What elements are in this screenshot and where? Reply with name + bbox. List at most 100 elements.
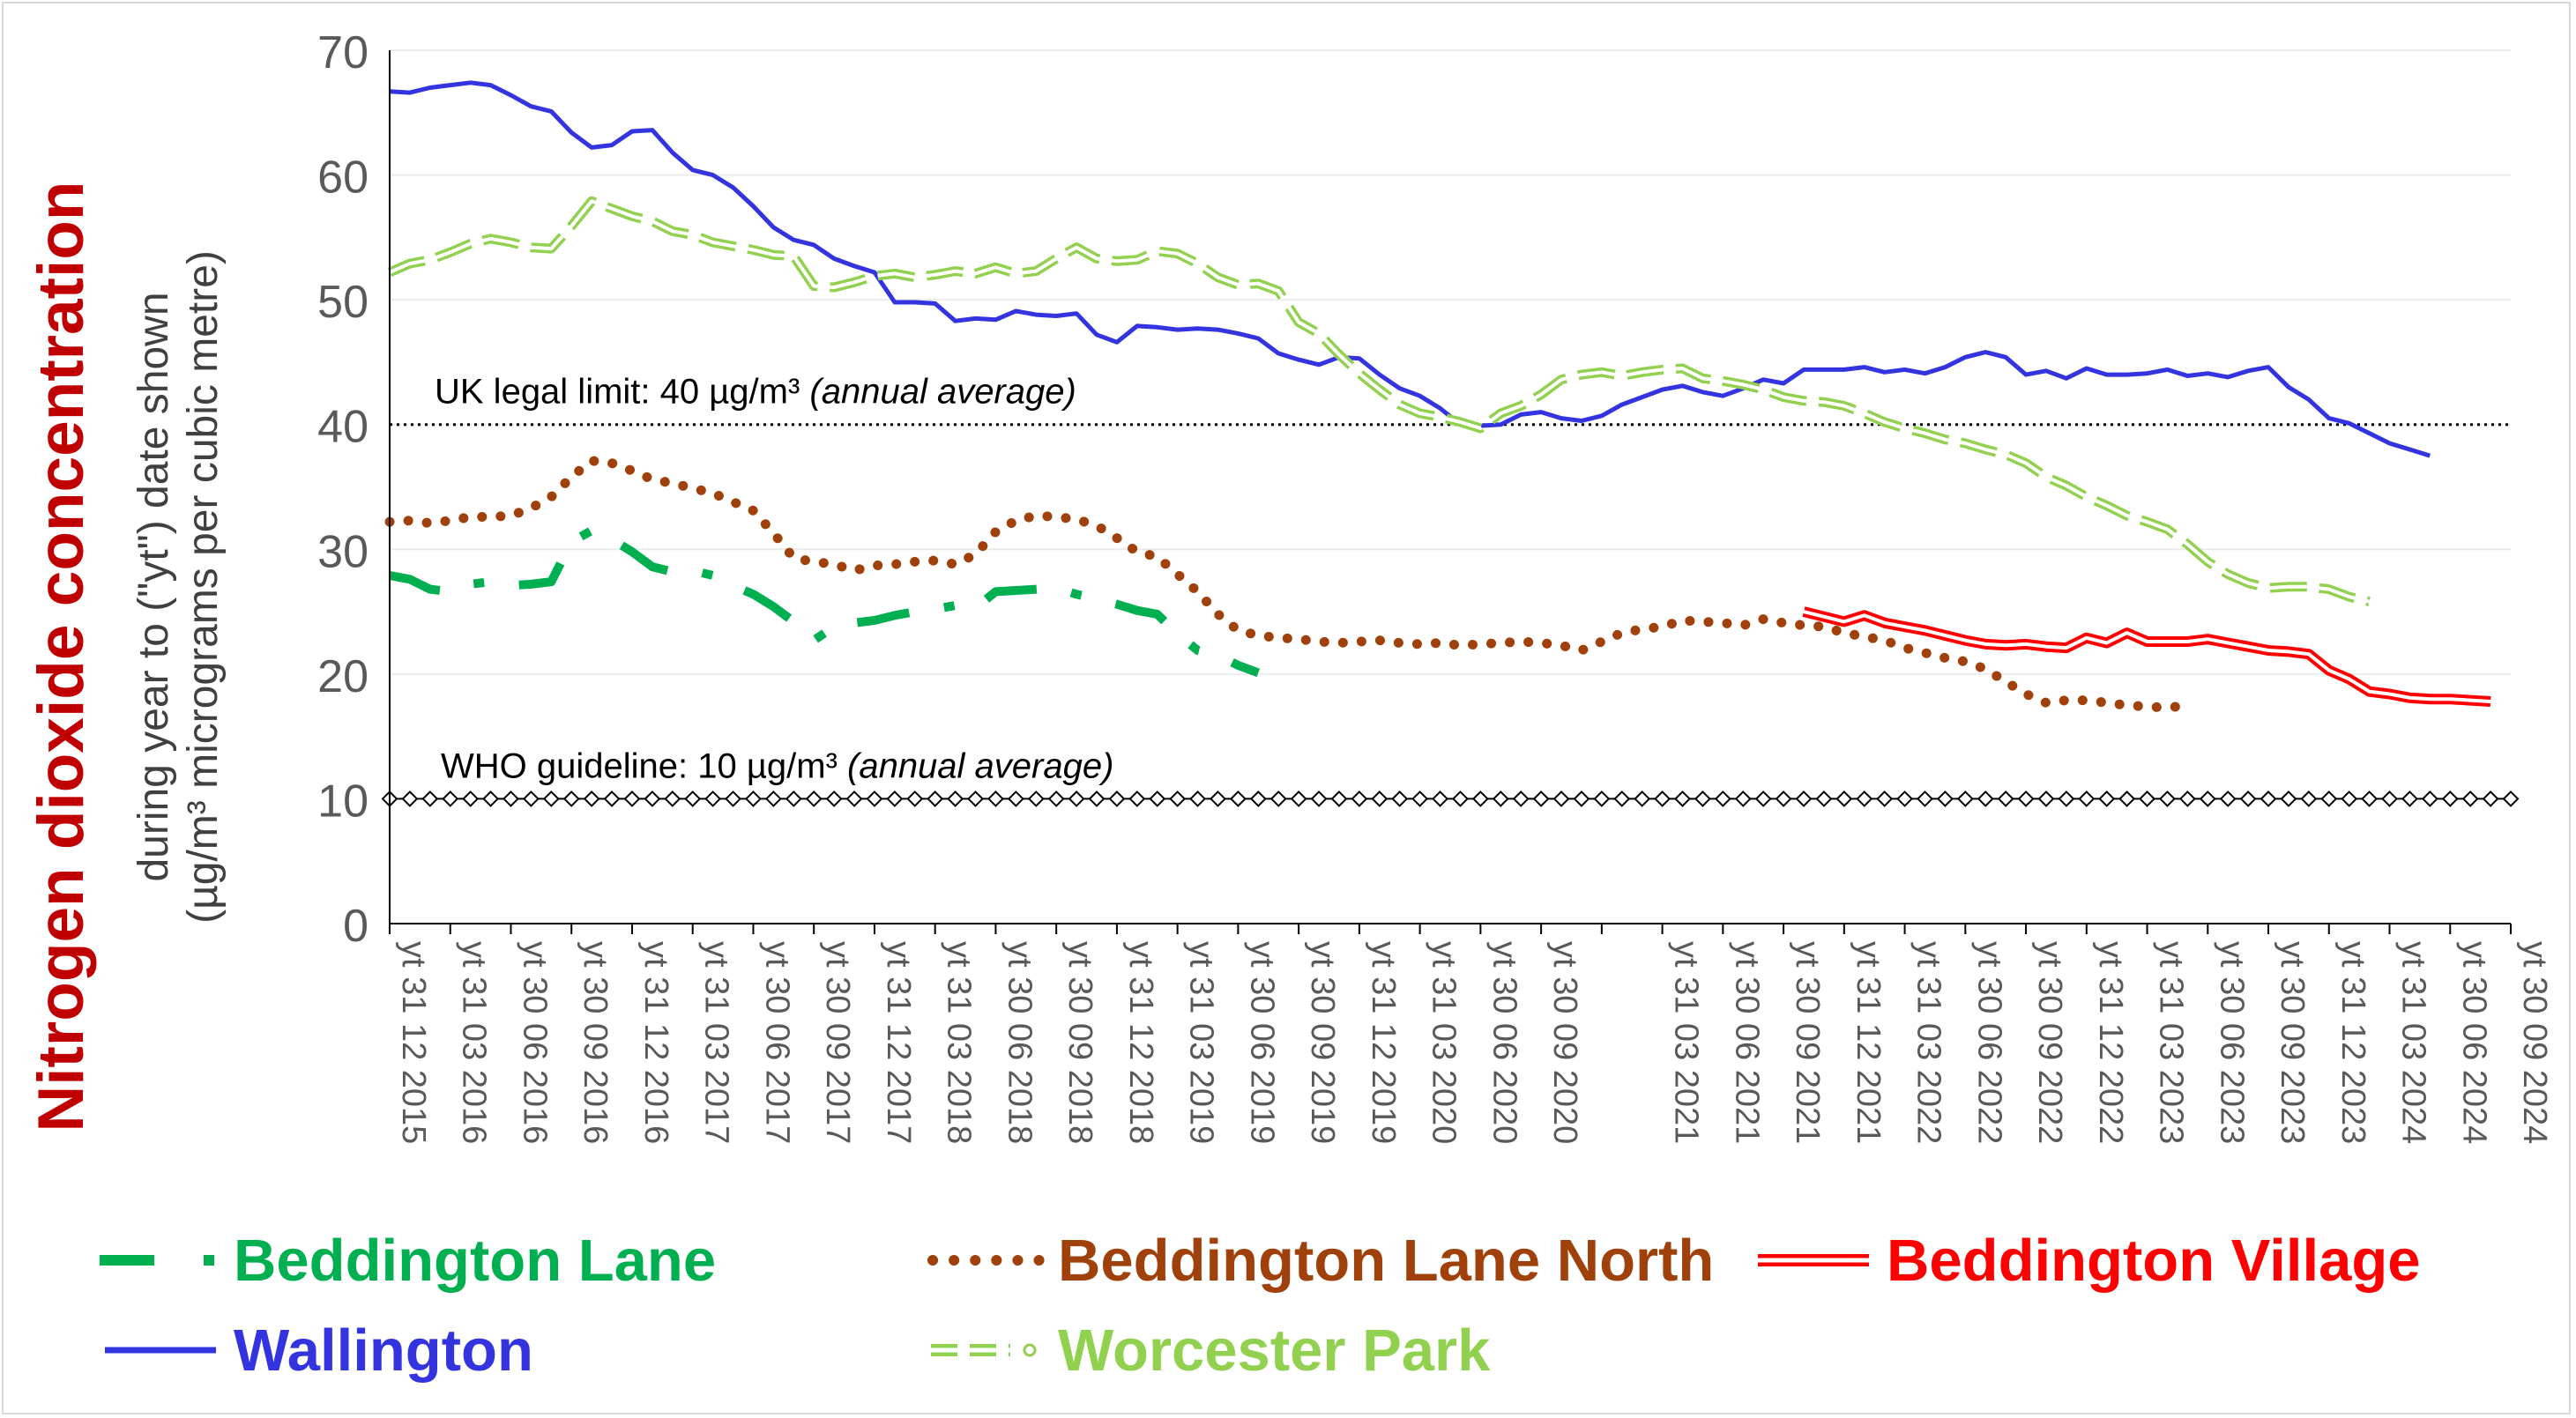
legend-label-beddington-village: Beddington Village	[1887, 1227, 2421, 1294]
who-guideline-marker	[2502, 791, 2520, 807]
y-tick-label: 20	[317, 651, 369, 702]
x-tick-label: yt 30 09 2022	[2031, 941, 2068, 1144]
y-tick-label: 50	[317, 277, 369, 328]
who-guideline-marker	[1997, 791, 2014, 807]
x-tick-label: yt 31 03 2023	[2153, 941, 2190, 1144]
who-guideline-marker	[1835, 791, 1853, 807]
who-guideline-marker	[1512, 791, 1530, 807]
x-tick-label: yt 31 03 2019	[1183, 941, 1220, 1144]
who-guideline-marker	[967, 791, 984, 807]
y-tick-label: 60	[317, 152, 369, 204]
who-guideline-marker	[725, 791, 741, 807]
who-guideline-marker	[1634, 791, 1651, 807]
y-axis-subtitle-1: during year to ("yt") date shown	[130, 292, 177, 882]
legend-label-beddington-lane-north: Beddington Lane North	[1058, 1227, 1715, 1294]
who-guideline-marker	[2239, 791, 2257, 807]
who-guideline-marker	[684, 791, 702, 807]
who-guideline-marker	[1613, 791, 1631, 807]
series-wallington	[389, 80, 2431, 458]
who-guideline-marker	[522, 791, 540, 807]
who-guideline-marker	[2139, 791, 2155, 807]
who-guideline-marker	[2441, 791, 2459, 807]
legend-item-beddington-lane: Beddington Lane	[93, 1216, 716, 1304]
x-tick-label: yt 30 09 2016	[577, 941, 614, 1144]
who-guideline-marker	[1210, 791, 1226, 807]
who-guideline-marker	[2159, 791, 2176, 807]
who-guideline-marker	[825, 791, 843, 807]
who-guideline-marker	[2461, 791, 2479, 807]
who-guideline-marker	[1149, 791, 1166, 807]
who-guideline-marker	[1936, 791, 1954, 807]
who-guideline-marker	[1754, 791, 1772, 807]
who-guideline-marker	[1917, 791, 1933, 807]
who-guideline-marker	[442, 791, 459, 807]
who-guideline-marker	[906, 791, 924, 807]
who-guideline-marker	[1108, 791, 1126, 807]
who-guideline-marker	[1189, 791, 1206, 807]
y-tick-label: 40	[317, 402, 369, 453]
who-guideline-marker	[2078, 791, 2096, 807]
who-guideline-marker	[623, 791, 641, 807]
who-guideline-marker	[1815, 791, 1833, 807]
x-tick-label: yt 30 06 2021	[1728, 941, 1765, 1144]
who-guideline-marker	[2118, 791, 2136, 807]
x-tick-label: yt 30 06 2024	[2455, 941, 2492, 1144]
legend-item-worcester-park: Worcester Park	[926, 1306, 1490, 1394]
who-guideline-marker	[2017, 791, 2035, 807]
who-guideline-marker	[866, 791, 883, 807]
x-tick-label: yt 31 12 2017	[880, 941, 917, 1144]
who-guideline-marker	[1856, 791, 1873, 807]
x-tick-label: yt 30 09 2017	[819, 941, 856, 1144]
who-guideline-marker	[2300, 791, 2318, 807]
reference-label-note: (annual average)	[809, 373, 1076, 412]
who-guideline-marker	[1573, 791, 1590, 807]
x-tick-label: yt 30 06 2020	[1485, 941, 1523, 1144]
legend-label-worcester-park: Worcester Park	[1058, 1317, 1491, 1384]
who-guideline-marker	[1532, 791, 1550, 807]
y-tick-label: 10	[317, 776, 369, 827]
who-guideline-marker	[785, 791, 802, 807]
who-guideline-marker	[1169, 791, 1187, 807]
who-guideline-marker	[2381, 791, 2398, 807]
who-guideline-marker	[664, 791, 681, 807]
x-tick-label: yt 31 03 2021	[1668, 941, 1705, 1144]
y-tick-label: 0	[343, 901, 369, 952]
who-guideline-marker	[2421, 791, 2438, 807]
who-guideline-marker	[2037, 791, 2055, 807]
x-tick-label: yt 30 09 2019	[1304, 941, 1341, 1144]
who-guideline-marker	[1654, 791, 1671, 807]
x-tick-label: yt 31 12 2023	[2334, 941, 2371, 1144]
who-guideline-marker	[1351, 791, 1368, 807]
who-guideline-marker	[1128, 791, 1146, 807]
who-guideline-marker	[1269, 791, 1287, 807]
uk-limit-label: UK legal limit: 40 µg/m³ (annual average…	[435, 373, 1076, 412]
who-guideline-marker	[462, 791, 480, 807]
who-guideline-marker	[2098, 791, 2116, 807]
who-guideline-marker	[2178, 791, 2196, 807]
x-tick-label: yt 30 09 2023	[2274, 941, 2311, 1144]
who-guideline-marker	[1694, 791, 1711, 807]
series-beddington-village-inner	[1803, 610, 2491, 703]
who-guideline-marker	[1734, 791, 1752, 807]
who-guideline-marker	[1896, 791, 1913, 807]
x-tick-label: yt 30 09 2021	[1789, 941, 1826, 1144]
who-guideline-marker	[1552, 791, 1570, 807]
legend-item-wallington: Wallington	[101, 1306, 533, 1394]
x-tick-label: yt 31 12 2018	[1122, 941, 1159, 1144]
who-guideline-marker	[2482, 791, 2499, 807]
who-guideline-marker	[421, 791, 439, 807]
who-guideline-marker	[482, 791, 499, 807]
who-guideline-marker	[401, 791, 419, 807]
x-tick-label: yt 31 03 2018	[941, 941, 978, 1144]
who-guideline-marker	[1714, 791, 1731, 807]
who-guideline-marker	[583, 791, 600, 807]
who-guideline-marker	[503, 791, 519, 807]
who-guideline-marker	[1432, 791, 1448, 807]
who-guideline-marker	[1068, 791, 1085, 807]
who-guideline-marker	[2199, 791, 2216, 807]
who-guideline-marker	[1290, 791, 1307, 807]
reference-label-text: UK legal limit: 40 µg/m³	[435, 373, 809, 412]
legend-swatch-worcester-park	[931, 1343, 1037, 1357]
x-tick-label: yt 30 09 2020	[1546, 941, 1583, 1144]
